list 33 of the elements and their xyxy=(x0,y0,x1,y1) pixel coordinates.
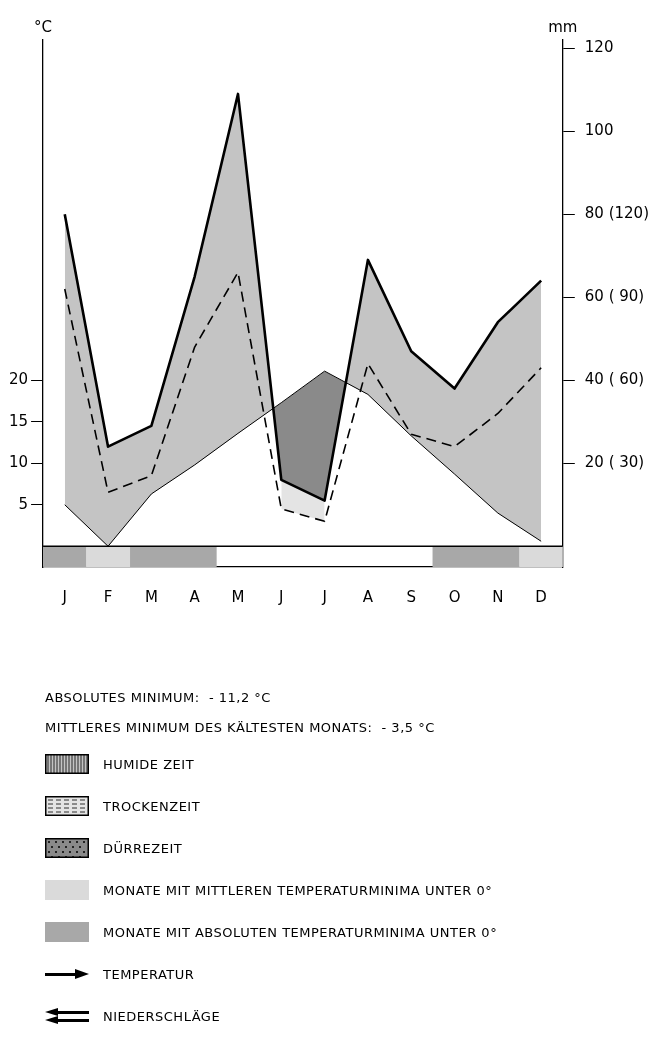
y-tick-label: 10 xyxy=(8,453,29,472)
x-tick-label: M xyxy=(144,587,158,606)
x-tick-label: D xyxy=(535,587,547,606)
legend-label: MONATE MIT ABSOLUTEN TEMPERATURMINIMA UNTER 0° xyxy=(103,924,498,940)
y2-tick-label: 60 ( 90) xyxy=(584,287,645,306)
y2-tick-label: 120 xyxy=(584,38,614,57)
x-tick-label: S xyxy=(406,587,416,606)
text: ABSOLUTES MINIMUM: - 11,2 °C xyxy=(45,689,272,707)
x-tick-label: J xyxy=(321,587,327,606)
legend-label: NIEDERSCHLÄGE xyxy=(103,1008,221,1024)
text: MITTLERES MINIMUM DES KÄLTESTEN MONATS: - 3,5 °C xyxy=(45,719,436,737)
x-tick-label: O xyxy=(448,587,461,606)
y-tick-label: 15 xyxy=(8,411,29,430)
text: HUMIDE ZEIT xyxy=(103,756,195,772)
text: DÜRREZEIT xyxy=(103,840,183,856)
y-axis-title: °C xyxy=(34,18,53,37)
x-tick-label: F xyxy=(103,587,113,606)
x-tick-label: J xyxy=(61,587,67,606)
x-tick-label: N xyxy=(492,587,504,606)
x-tick-label: J xyxy=(278,587,284,606)
y2-tick-label: 20 ( 30) xyxy=(584,453,645,472)
text: TROCKENZEIT xyxy=(103,798,201,814)
y-tick-label: 20 xyxy=(8,370,29,389)
y-tick-label: 5 xyxy=(18,494,29,513)
y2-tick-label: 100 xyxy=(584,121,614,140)
legend-label: MONATE MIT MITTLEREN TEMPERATURMINIMA UNTER 0° xyxy=(103,882,493,898)
legend-label: TEMPERATUR xyxy=(103,966,195,982)
x-tick-label: M xyxy=(231,587,245,606)
x-tick-label: A xyxy=(362,587,374,606)
y2-axis-title: mm xyxy=(548,18,578,37)
y2-tick-label: 80 (120) xyxy=(584,204,650,223)
x-tick-label: A xyxy=(189,587,201,606)
y2-tick-label: 40 ( 60) xyxy=(584,370,645,389)
